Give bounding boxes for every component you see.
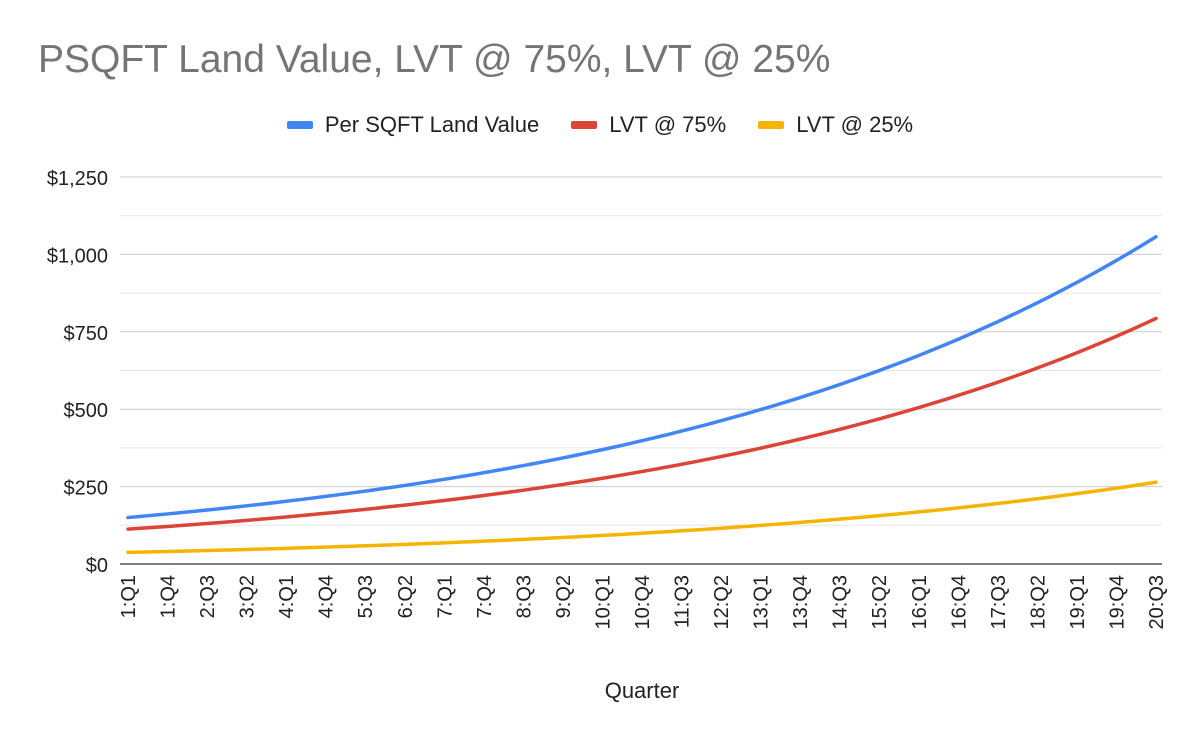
x-tick-label: 4:Q1: [276, 575, 298, 618]
legend-item-per-sqft-land-value[interactable]: Per SQFT Land Value: [286, 112, 540, 138]
x-tick-label: 20:Q3: [1146, 575, 1168, 629]
x-tick-label: 17:Q3: [988, 575, 1010, 629]
x-tick-label: 3:Q2: [237, 575, 259, 618]
chart-title: PSQFT Land Value, LVT @ 75%, LVT @ 25%: [38, 38, 831, 81]
x-tick-label: 8:Q3: [513, 575, 535, 618]
x-tick-label: 10:Q4: [632, 575, 654, 629]
x-tick-label: 4:Q4: [316, 575, 338, 618]
x-tick-label: 10:Q1: [592, 575, 614, 629]
x-tick-label: 18:Q2: [1027, 575, 1049, 629]
x-tick-label: 7:Q1: [434, 575, 456, 618]
series-line-lvt-75: [126, 316, 1158, 531]
y-tick-label: $500: [64, 400, 109, 422]
x-tick-label: 7:Q4: [474, 575, 496, 618]
x-tick-label: 13:Q4: [790, 575, 812, 629]
x-tick-label: 1:Q4: [158, 575, 180, 618]
x-tick-label: 16:Q4: [948, 575, 970, 629]
legend-label: LVT @ 75%: [609, 112, 727, 137]
series-line-lvt-25: [126, 480, 1158, 555]
x-tick-label: 13:Q1: [751, 575, 773, 629]
legend-swatch-yellow: [758, 121, 785, 129]
y-tick-label: $1,000: [47, 245, 108, 267]
legend-label: LVT @ 25%: [796, 112, 914, 137]
x-tick-label: 9:Q2: [553, 575, 575, 618]
x-tick-label: 16:Q1: [909, 575, 931, 629]
legend-swatch-blue: [286, 121, 313, 129]
y-tick-label: $750: [64, 323, 109, 345]
legend-label: Per SQFT Land Value: [324, 112, 540, 137]
series-line-per-sqft-land-value: [126, 235, 1158, 520]
x-tick-label: 19:Q1: [1067, 575, 1089, 629]
x-tick-label: 12:Q2: [711, 575, 733, 629]
legend-item-lvt-75[interactable]: LVT @ 75%: [571, 112, 726, 138]
legend-item-lvt-25[interactable]: LVT @ 25%: [758, 112, 913, 138]
x-tick-label: 5:Q3: [355, 575, 377, 618]
legend-swatch-red: [571, 121, 598, 129]
x-tick-label: 1:Q1: [118, 575, 140, 618]
x-axis-title: Quarter: [604, 678, 680, 703]
y-tick-label: $250: [64, 478, 109, 500]
y-tick-label: $0: [86, 555, 108, 577]
x-tick-label: 15:Q2: [869, 575, 891, 629]
x-tick-label: 6:Q2: [395, 575, 417, 618]
y-tick-label: $1,250: [47, 168, 108, 190]
x-tick-label: 19:Q4: [1106, 575, 1128, 629]
legend: Per SQFT Land Value LVT @ 75% LVT @ 25%: [0, 112, 1200, 138]
x-tick-label: 2:Q3: [197, 575, 219, 618]
x-tick-label: 14:Q3: [830, 575, 852, 629]
x-tick-label: 11:Q3: [672, 575, 694, 628]
